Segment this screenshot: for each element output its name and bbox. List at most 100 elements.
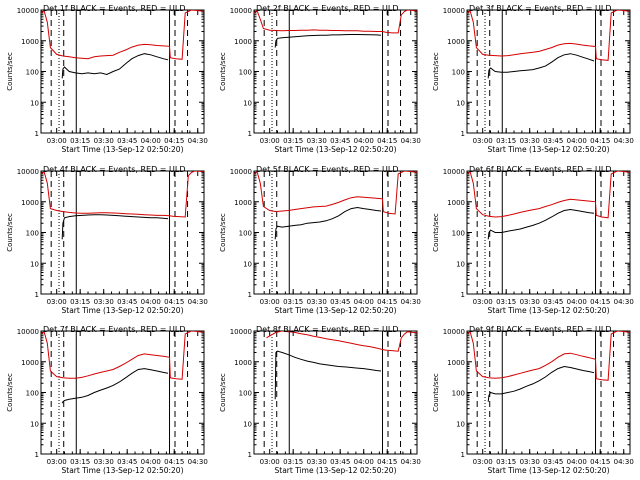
y-tick-label: 10000 — [230, 328, 252, 336]
x-tick-label: 03:15 — [283, 137, 303, 145]
plot-frame — [253, 170, 418, 295]
x-tick-label: 03:00 — [47, 298, 67, 306]
x-tick-label: 04:30 — [614, 458, 634, 466]
x-tick-label: 04:15 — [590, 458, 610, 466]
x-tick-label: 03:45 — [117, 137, 137, 145]
x-tick-label: 03:30 — [307, 458, 327, 466]
y-tick-label: 1000 — [234, 199, 252, 207]
x-tick-label: 04:15 — [377, 137, 397, 145]
y-axis-label: Counts/sec — [6, 213, 14, 252]
y-tick-label: 1 — [35, 130, 39, 138]
x-tick-label: 04:15 — [590, 298, 610, 306]
x-tick-label: 03:00 — [260, 458, 280, 466]
x-tick-label: 03:45 — [330, 137, 350, 145]
x-tick-label: 04:00 — [567, 137, 587, 145]
x-tick-label: 04:00 — [141, 298, 161, 306]
x-tick-label: 03:30 — [307, 137, 327, 145]
x-tick-label: 04:30 — [401, 298, 421, 306]
y-tick-label: 1 — [248, 291, 252, 299]
y-tick-label: 10000 — [230, 168, 252, 176]
y-tick-label: 100 — [452, 390, 465, 398]
x-tick-label: 03:00 — [47, 458, 67, 466]
series-uld — [41, 331, 204, 380]
y-tick-label: 100 — [26, 390, 39, 398]
y-tick-label: 1 — [35, 291, 39, 299]
x-tick-label: 03:00 — [473, 298, 493, 306]
plot-area — [467, 10, 630, 133]
x-tick-label: 04:15 — [377, 458, 397, 466]
series-events — [274, 206, 382, 240]
panel-title: Det 8f BLACK = Events, RED = ULD — [256, 325, 399, 334]
series-uld — [254, 10, 417, 34]
y-tick-label: 10000 — [443, 328, 465, 336]
series-events — [61, 53, 169, 79]
series-uld — [467, 171, 630, 219]
x-tick-label: 03:00 — [260, 137, 280, 145]
x-axis-label: Start Time (13-Sep-12 02:50:20) — [275, 306, 397, 315]
x-tick-label: 03:30 — [94, 137, 114, 145]
x-tick-label: 03:30 — [520, 137, 540, 145]
plot-area — [467, 171, 630, 294]
panel-1: 1 10 100 1000 10000 03:00 03:15 03:30 03:45 04:00… — [6, 4, 208, 154]
x-tick-label: 03:15 — [70, 298, 90, 306]
x-tick-label: 03:30 — [94, 298, 114, 306]
x-tick-label: 04:00 — [354, 137, 374, 145]
x-tick-label: 03:15 — [496, 298, 516, 306]
series-uld — [41, 10, 204, 60]
y-tick-label: 10 — [243, 260, 252, 268]
x-tick-label: 03:45 — [543, 298, 563, 306]
plot-area — [467, 331, 630, 454]
x-tick-label: 03:45 — [543, 458, 563, 466]
y-tick-label: 1000 — [447, 359, 465, 367]
panel-7: 1 10 100 1000 10000 03:00 03:15 03:30 03:45 04:00… — [6, 325, 208, 475]
series-uld — [41, 171, 204, 218]
plot-area — [254, 10, 417, 133]
x-tick-label: 04:00 — [567, 298, 587, 306]
y-tick-label: 100 — [452, 230, 465, 238]
panel-title: Det 6f BLACK = Events, RED = ULD — [469, 165, 612, 174]
x-tick-label: 03:45 — [117, 298, 137, 306]
y-tick-label: 1000 — [447, 199, 465, 207]
x-tick-label: 03:45 — [330, 298, 350, 306]
x-tick-label: 03:30 — [94, 458, 114, 466]
x-tick-label: 03:15 — [283, 458, 303, 466]
x-axis-label: Start Time (13-Sep-12 02:50:20) — [488, 306, 610, 315]
y-tick-label: 100 — [452, 69, 465, 77]
y-tick-label: 10000 — [17, 168, 39, 176]
panel-title: Det 3f BLACK = Events, RED = ULD — [469, 4, 612, 13]
x-tick-label: 04:30 — [401, 458, 421, 466]
y-axis-label: Counts/sec — [6, 373, 14, 412]
y-tick-label: 1 — [461, 130, 465, 138]
x-tick-label: 04:00 — [354, 458, 374, 466]
series-events — [487, 208, 595, 240]
plot-area — [41, 171, 204, 294]
x-tick-label: 03:45 — [117, 458, 137, 466]
series-uld — [467, 331, 630, 381]
x-tick-label: 04:30 — [614, 298, 634, 306]
x-tick-label: 04:15 — [377, 298, 397, 306]
plot-area — [41, 10, 204, 133]
x-tick-label: 04:30 — [401, 137, 421, 145]
series-events — [274, 34, 382, 48]
x-tick-label: 04:15 — [164, 298, 184, 306]
y-axis-label: Counts/sec — [6, 52, 14, 91]
x-tick-label: 03:00 — [473, 137, 493, 145]
series-events — [61, 368, 169, 404]
y-tick-label: 10 — [30, 420, 39, 428]
series-events — [274, 350, 382, 400]
x-tick-label: 04:30 — [614, 137, 634, 145]
x-axis-label: Start Time (13-Sep-12 02:50:20) — [275, 466, 397, 475]
plot-frame — [40, 170, 205, 295]
y-tick-label: 10000 — [17, 328, 39, 336]
y-tick-label: 1 — [248, 451, 252, 459]
panel-4: 1 10 100 1000 10000 03:00 03:15 03:30 03:45 04:00… — [6, 165, 208, 315]
x-tick-label: 03:45 — [330, 458, 350, 466]
x-tick-label: 03:30 — [520, 458, 540, 466]
plot-frame — [253, 9, 418, 134]
y-tick-label: 1 — [461, 451, 465, 459]
y-tick-label: 10 — [456, 420, 465, 428]
y-tick-label: 10000 — [443, 168, 465, 176]
y-axis-label: Counts/sec — [219, 373, 227, 412]
y-tick-label: 100 — [239, 390, 252, 398]
y-axis-label: Counts/sec — [219, 213, 227, 252]
